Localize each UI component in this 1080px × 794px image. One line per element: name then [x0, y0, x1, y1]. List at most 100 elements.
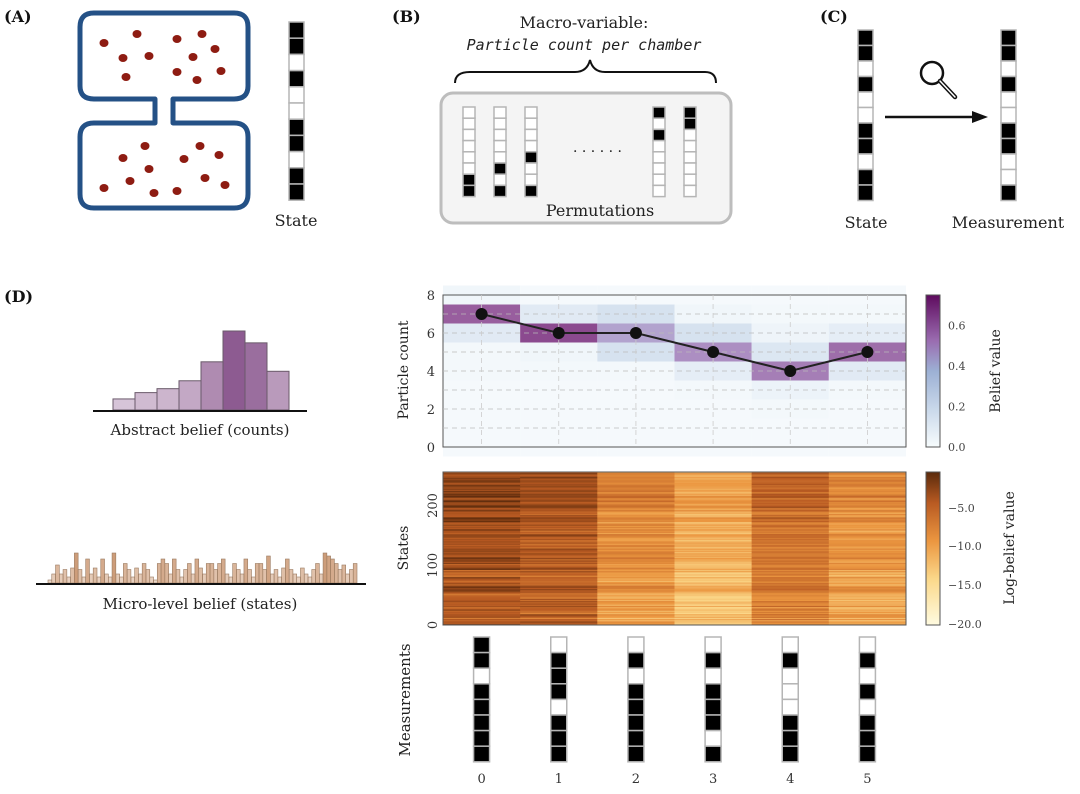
log-belief-cell — [443, 498, 521, 500]
log-belief-cell — [520, 571, 598, 573]
log-belief-cell — [443, 560, 521, 563]
log-belief-cell — [597, 607, 675, 609]
log-belief-cell — [597, 621, 675, 624]
log-belief-cell — [443, 480, 521, 482]
count-point — [707, 346, 720, 358]
log-belief-cell — [520, 531, 598, 534]
log-belief-cell — [751, 492, 830, 494]
particle — [125, 177, 135, 185]
permutation-cell — [493, 173, 507, 187]
log-belief-cell — [751, 622, 830, 625]
log-belief-cell — [597, 608, 675, 610]
log-belief-cell — [443, 544, 521, 547]
log-belief-cell — [520, 605, 598, 608]
magnifier-icon — [919, 60, 958, 100]
log-belief-cell — [520, 587, 598, 590]
log-belief-cell — [520, 599, 598, 602]
measurement-cell — [627, 636, 645, 654]
log-belief-cell — [597, 488, 675, 491]
log-belief-cell — [597, 559, 675, 561]
micro-belief-bar — [345, 573, 350, 584]
permutation-cell — [524, 173, 538, 187]
log-belief-cell — [443, 521, 521, 523]
log-belief-cell — [751, 518, 830, 521]
log-belief-colorbar-tick: −15.0 — [948, 579, 982, 592]
log-belief-cell — [751, 598, 830, 601]
log-belief-cell — [674, 566, 753, 569]
measurement-cell — [550, 636, 568, 654]
log-belief-cell — [751, 477, 830, 480]
log-belief-cell — [828, 529, 907, 531]
log-belief-cell — [828, 538, 907, 541]
log-belief-cell — [520, 481, 598, 484]
log-belief-cell — [674, 537, 753, 540]
log-belief-cell — [443, 602, 521, 604]
log-belief-cell — [597, 562, 675, 565]
log-belief-cell — [597, 596, 675, 598]
measurement-bars: 0 1 2 3 4 5 — [472, 636, 877, 787]
log-belief-cell — [520, 521, 598, 523]
log-belief-cell — [828, 487, 907, 490]
log-belief-cell — [674, 580, 753, 583]
log-belief-cell — [443, 620, 521, 622]
log-belief-cell — [674, 494, 753, 497]
micro-belief-bar — [187, 563, 192, 584]
log-belief-cell — [597, 613, 675, 615]
log-belief-cell — [597, 599, 675, 602]
permutation-bars — [462, 106, 697, 198]
log-belief-cell — [520, 543, 598, 546]
log-belief-cell — [520, 558, 598, 560]
log-belief-cell — [597, 601, 675, 603]
log-belief-cell — [520, 473, 598, 475]
log-belief-cell — [751, 537, 830, 540]
log-belief-cell — [597, 622, 675, 625]
log-belief-cell — [751, 491, 830, 493]
log-belief-cell — [674, 604, 753, 607]
log-belief-cell — [751, 586, 830, 589]
log-belief-cell — [597, 556, 675, 559]
log-belief-cell — [597, 571, 675, 573]
log-belief-cell — [443, 515, 521, 517]
measurement-cell — [550, 729, 568, 747]
log-belief-cell — [674, 487, 753, 490]
log-belief-cell — [674, 546, 753, 548]
log-belief-cell — [674, 602, 753, 604]
log-belief-cell — [597, 542, 675, 545]
log-belief-cell — [520, 532, 598, 535]
log-belief-cell — [674, 597, 753, 600]
count-line — [481, 313, 868, 373]
log-belief-cell — [751, 547, 830, 549]
x-tick-label: 0 — [477, 772, 485, 787]
state-cell — [857, 75, 874, 93]
log-belief-cell — [520, 505, 598, 508]
log-belief-cell — [597, 507, 675, 510]
measurement-cell — [858, 714, 877, 732]
log-belief-cell — [674, 556, 753, 559]
log-belief-cell — [597, 583, 675, 585]
log-belief-cell — [751, 517, 830, 520]
log-belief-cell — [597, 472, 675, 474]
log-belief-cell — [520, 529, 598, 531]
log-belief-cell — [597, 579, 675, 582]
log-belief-cell — [751, 532, 830, 535]
log-belief-cell — [520, 480, 598, 482]
log-belief-cell — [828, 518, 907, 521]
log-belief-cell — [751, 498, 830, 500]
measurement-cell — [627, 651, 645, 669]
log-belief-cell — [597, 534, 675, 536]
log-belief-cell — [828, 540, 907, 542]
log-belief-cell — [751, 574, 830, 577]
state-cell — [288, 21, 305, 39]
log-belief-cell — [751, 522, 830, 524]
log-belief-cell — [751, 486, 830, 488]
micro-belief-bar — [202, 573, 207, 584]
log-belief-cell — [443, 510, 521, 512]
belief-colorbar-tick: 0.0 — [948, 441, 966, 454]
log-belief-cell — [520, 616, 598, 619]
measurement-cell — [1000, 29, 1017, 47]
permutation-cell — [493, 151, 507, 164]
log-belief-cell — [828, 477, 907, 480]
log-belief-cell — [674, 517, 753, 520]
abstract-belief-label: Abstract belief (counts) — [110, 421, 290, 439]
abstract-belief-bar — [134, 392, 158, 411]
